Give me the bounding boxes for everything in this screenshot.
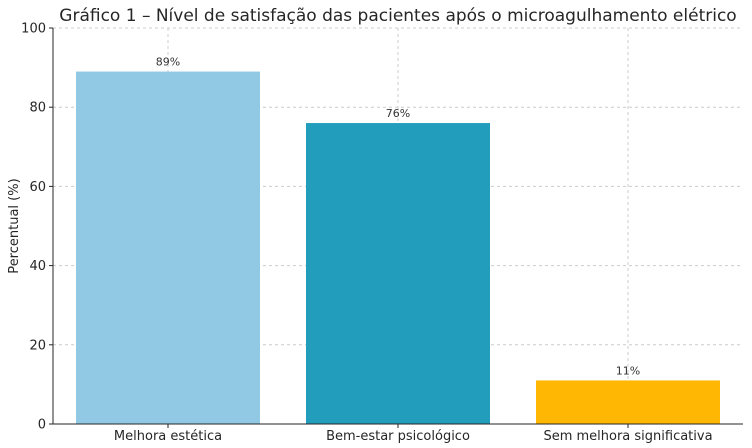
x-tick-label-1: Melhora estética bbox=[114, 429, 222, 444]
y-tick-label: 20 bbox=[29, 338, 46, 353]
y-tick-label: 0 bbox=[38, 418, 46, 433]
x-tick-label-2: Bem-estar psicológico bbox=[326, 429, 470, 444]
bars-layer bbox=[76, 71, 720, 424]
data-label-3: 11% bbox=[616, 364, 640, 377]
y-tick-label: 100 bbox=[21, 22, 46, 37]
data-label-2: 76% bbox=[386, 107, 410, 120]
bar-3 bbox=[536, 380, 720, 424]
y-tick-label: 80 bbox=[29, 101, 46, 116]
labels-layer: 0 20 40 60 80 100 89% Melhora estética 76% Bem-es… bbox=[21, 22, 712, 445]
y-tick-label: 60 bbox=[29, 180, 46, 195]
axes-layer bbox=[49, 27, 743, 428]
y-tick-label: 40 bbox=[29, 259, 46, 274]
y-axis-label: Percentual (%) bbox=[7, 178, 22, 273]
bar-2 bbox=[306, 123, 490, 424]
chart-title: Gráfico 1 – Nível de satisfação das paci… bbox=[59, 6, 736, 26]
data-label-1: 89% bbox=[156, 56, 180, 69]
bar-1 bbox=[76, 71, 260, 424]
x-tick-label-3: Sem melhora significativa bbox=[543, 429, 712, 444]
